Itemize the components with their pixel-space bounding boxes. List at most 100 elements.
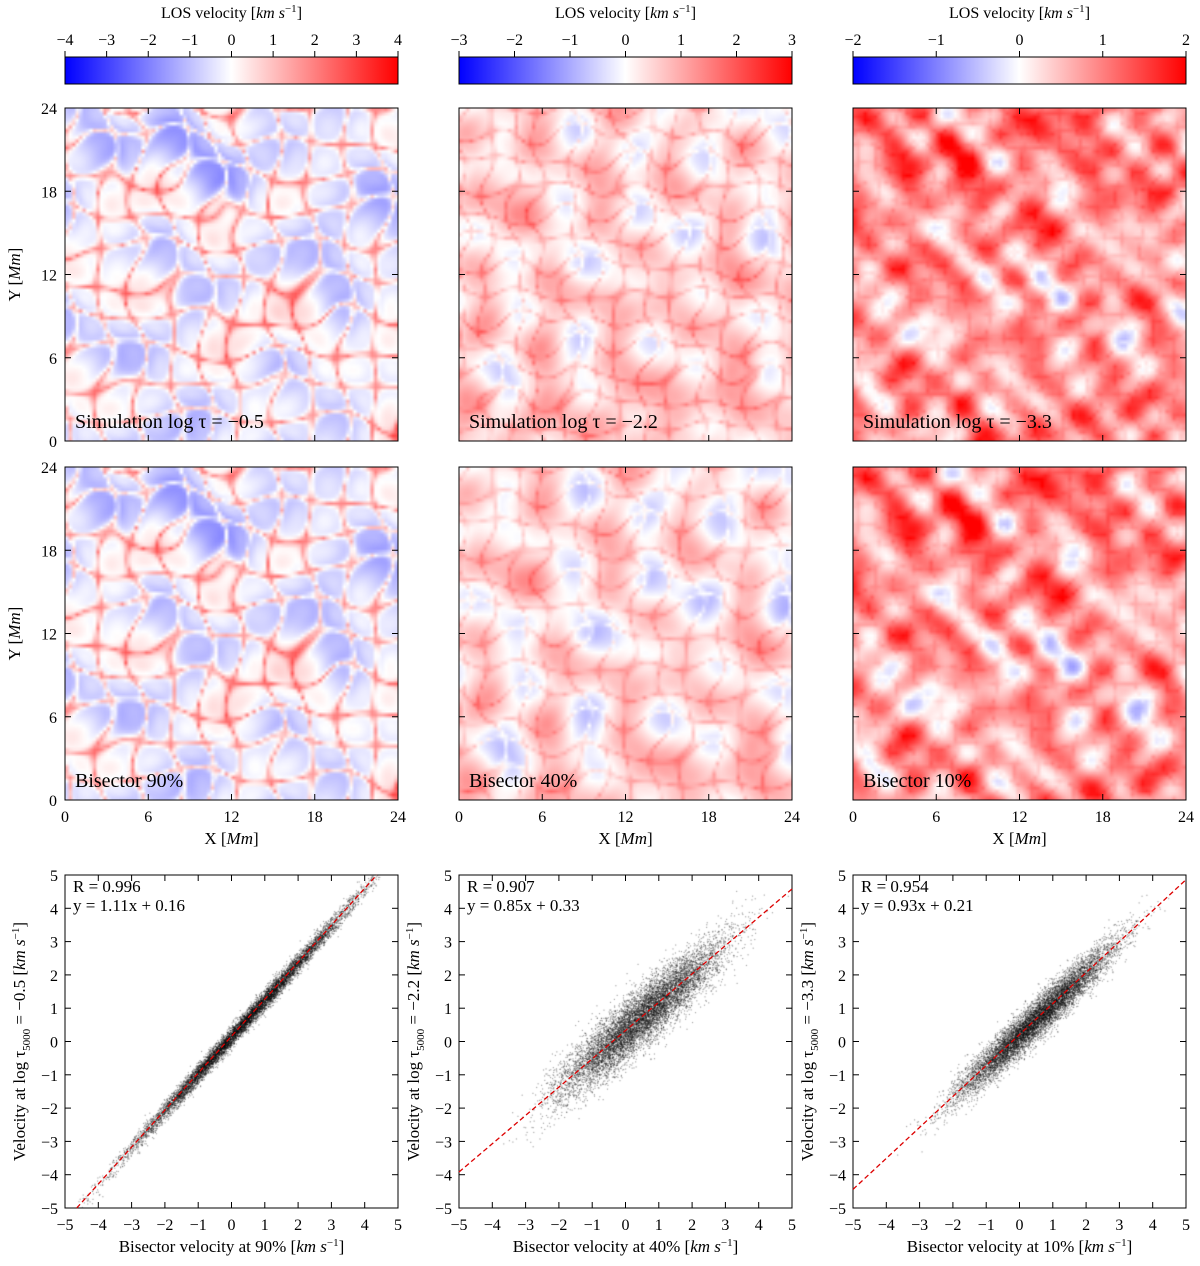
x-tick-label: 24 bbox=[390, 809, 406, 826]
scatter-points-2 bbox=[459, 875, 792, 1208]
velocity-map-3 bbox=[853, 108, 1186, 441]
colorbar-tick-label: −2 bbox=[506, 32, 523, 49]
scatter-y-tick-label: −2 bbox=[41, 1101, 58, 1118]
scatter-y-tick-label: 0 bbox=[444, 1035, 452, 1052]
scatter-y-tick-label: −2 bbox=[829, 1101, 846, 1118]
fit-line-2 bbox=[458, 888, 793, 1173]
scatter-x-tick-label: 3 bbox=[1115, 1217, 1123, 1234]
scatter-y-tick-label: −1 bbox=[41, 1068, 58, 1085]
fit-equation-2: y = 0.85x + 0.33 bbox=[467, 896, 580, 915]
colorbar-tick-label: −2 bbox=[140, 32, 157, 49]
scatter-x-tick-label: 4 bbox=[755, 1217, 763, 1234]
scatter-x-tick-label: 3 bbox=[327, 1217, 335, 1234]
colorbar-tick-label: −1 bbox=[561, 32, 578, 49]
scatter-y-tick-label: −5 bbox=[41, 1201, 58, 1218]
colorbar-tick-label: 2 bbox=[311, 32, 319, 49]
map-label-3: Simulation log τ = −3.3 bbox=[863, 411, 1052, 433]
x-tick-label: 24 bbox=[1178, 809, 1194, 826]
scatter-x-tick-label: −1 bbox=[584, 1217, 601, 1234]
scatter-y-tick-label: 5 bbox=[838, 868, 846, 885]
x-tick-label: 24 bbox=[784, 809, 800, 826]
scatter-x-tick-label: 4 bbox=[361, 1217, 369, 1234]
scatter-y-tick-label: −4 bbox=[829, 1168, 846, 1185]
scatter-x-tick-label: −2 bbox=[156, 1217, 173, 1234]
velocity-map-6 bbox=[853, 467, 1186, 800]
scatter-y-tick-label: −1 bbox=[829, 1068, 846, 1085]
x-axis-label: X [Mm] bbox=[992, 829, 1046, 848]
map-label-6: Bisector 10% bbox=[863, 770, 971, 792]
scatter-x-label-3: Bisector velocity at 10% [km s−1] bbox=[907, 1237, 1133, 1256]
colorbar-title-3: LOS velocity [km s−1] bbox=[949, 3, 1090, 22]
y-tick-label: 12 bbox=[41, 627, 57, 644]
fit-line-3 bbox=[852, 879, 1187, 1190]
velocity-map-1 bbox=[65, 108, 398, 441]
scatter-x-tick-label: 0 bbox=[228, 1217, 236, 1234]
scatter-y-tick-label: −3 bbox=[829, 1134, 846, 1151]
scatter-y-label-2: Velocity at log τ5000 = −2.2 [km s−1] bbox=[404, 922, 427, 1161]
fit-line-1 bbox=[76, 874, 378, 1209]
scatter-x-tick-label: −4 bbox=[484, 1217, 501, 1234]
colorbar-tick-label: 3 bbox=[788, 32, 796, 49]
scatter-x-label-2: Bisector velocity at 40% [km s−1] bbox=[513, 1237, 739, 1256]
colorbar-tick-label: 1 bbox=[269, 32, 277, 49]
colorbar-tick-label: −4 bbox=[56, 32, 73, 49]
scatter-y-label-1: Velocity at log τ5000 = −0.5 [km s−1] bbox=[10, 922, 33, 1161]
scatter-x-tick-label: −1 bbox=[190, 1217, 207, 1234]
scatter-y-tick-label: −1 bbox=[435, 1068, 452, 1085]
colorbar-title-2: LOS velocity [km s−1] bbox=[555, 3, 696, 22]
scatter-y-tick-label: 4 bbox=[444, 901, 452, 918]
y-axis-label: Y [Mm] bbox=[5, 607, 24, 661]
x-tick-label: 0 bbox=[455, 809, 463, 826]
colorbar-tick-label: −2 bbox=[844, 32, 861, 49]
colorbar-3 bbox=[852, 56, 1187, 85]
x-axis-label: X [Mm] bbox=[204, 829, 258, 848]
scatter-y-tick-label: −3 bbox=[41, 1134, 58, 1151]
scatter-points-3 bbox=[853, 875, 1186, 1208]
scatter-x-tick-label: 2 bbox=[294, 1217, 302, 1234]
colorbar-tick-label: −1 bbox=[928, 32, 945, 49]
y-tick-label: 6 bbox=[49, 710, 57, 727]
scatter-x-tick-label: 1 bbox=[1049, 1217, 1057, 1234]
scatter-x-tick-label: −4 bbox=[90, 1217, 107, 1234]
scatter-x-tick-label: 2 bbox=[1082, 1217, 1090, 1234]
scatter-x-tick-label: −2 bbox=[550, 1217, 567, 1234]
fit-equation-1: y = 1.11x + 0.16 bbox=[73, 896, 185, 915]
scatter-y-tick-label: 2 bbox=[838, 968, 846, 985]
scatter-y-tick-label: −2 bbox=[435, 1101, 452, 1118]
map-label-4: Bisector 90% bbox=[75, 770, 183, 792]
scatter-x-tick-label: 4 bbox=[1149, 1217, 1157, 1234]
colorbar-tick-label: 0 bbox=[622, 32, 630, 49]
colorbar-tick-label: 2 bbox=[1182, 32, 1190, 49]
scatter-x-tick-label: −4 bbox=[878, 1217, 895, 1234]
scatter-x-tick-label: 5 bbox=[394, 1217, 402, 1234]
scatter-x-tick-label: −5 bbox=[450, 1217, 467, 1234]
map-label-1: Simulation log τ = −0.5 bbox=[75, 411, 264, 433]
scatter-x-label-1: Bisector velocity at 90% [km s−1] bbox=[119, 1237, 345, 1256]
y-axis-label: Y [Mm] bbox=[5, 248, 24, 302]
colorbar-tick-label: −3 bbox=[450, 32, 467, 49]
x-tick-label: 12 bbox=[618, 809, 634, 826]
scatter-y-tick-label: 4 bbox=[838, 901, 846, 918]
correlation-text-2: R = 0.907 bbox=[467, 877, 535, 896]
x-axis-label: X [Mm] bbox=[598, 829, 652, 848]
scatter-x-tick-label: −3 bbox=[911, 1217, 928, 1234]
scatter-y-tick-label: 5 bbox=[50, 868, 58, 885]
velocity-map-2 bbox=[459, 108, 792, 441]
colorbar-tick-label: 2 bbox=[733, 32, 741, 49]
colorbar-tick-label: 4 bbox=[394, 32, 402, 49]
colorbar-2 bbox=[458, 56, 793, 85]
scatter-points-1 bbox=[65, 875, 398, 1208]
colorbar-tick-label: −1 bbox=[181, 32, 198, 49]
scatter-y-tick-label: −4 bbox=[41, 1168, 58, 1185]
colorbar-tick-label: 0 bbox=[228, 32, 236, 49]
x-tick-label: 18 bbox=[1095, 809, 1111, 826]
scatter-y-tick-label: 1 bbox=[50, 1001, 58, 1018]
x-tick-label: 0 bbox=[61, 809, 69, 826]
scatter-x-tick-label: 1 bbox=[655, 1217, 663, 1234]
scatter-y-tick-label: −5 bbox=[829, 1201, 846, 1218]
colorbar-tick-label: 1 bbox=[677, 32, 685, 49]
scatter-y-label-3: Velocity at log τ5000 = −3.3 [km s−1] bbox=[798, 922, 821, 1161]
scatter-x-tick-label: −3 bbox=[123, 1217, 140, 1234]
fit-equation-3: y = 0.93x + 0.21 bbox=[861, 896, 974, 915]
x-tick-label: 6 bbox=[932, 809, 940, 826]
